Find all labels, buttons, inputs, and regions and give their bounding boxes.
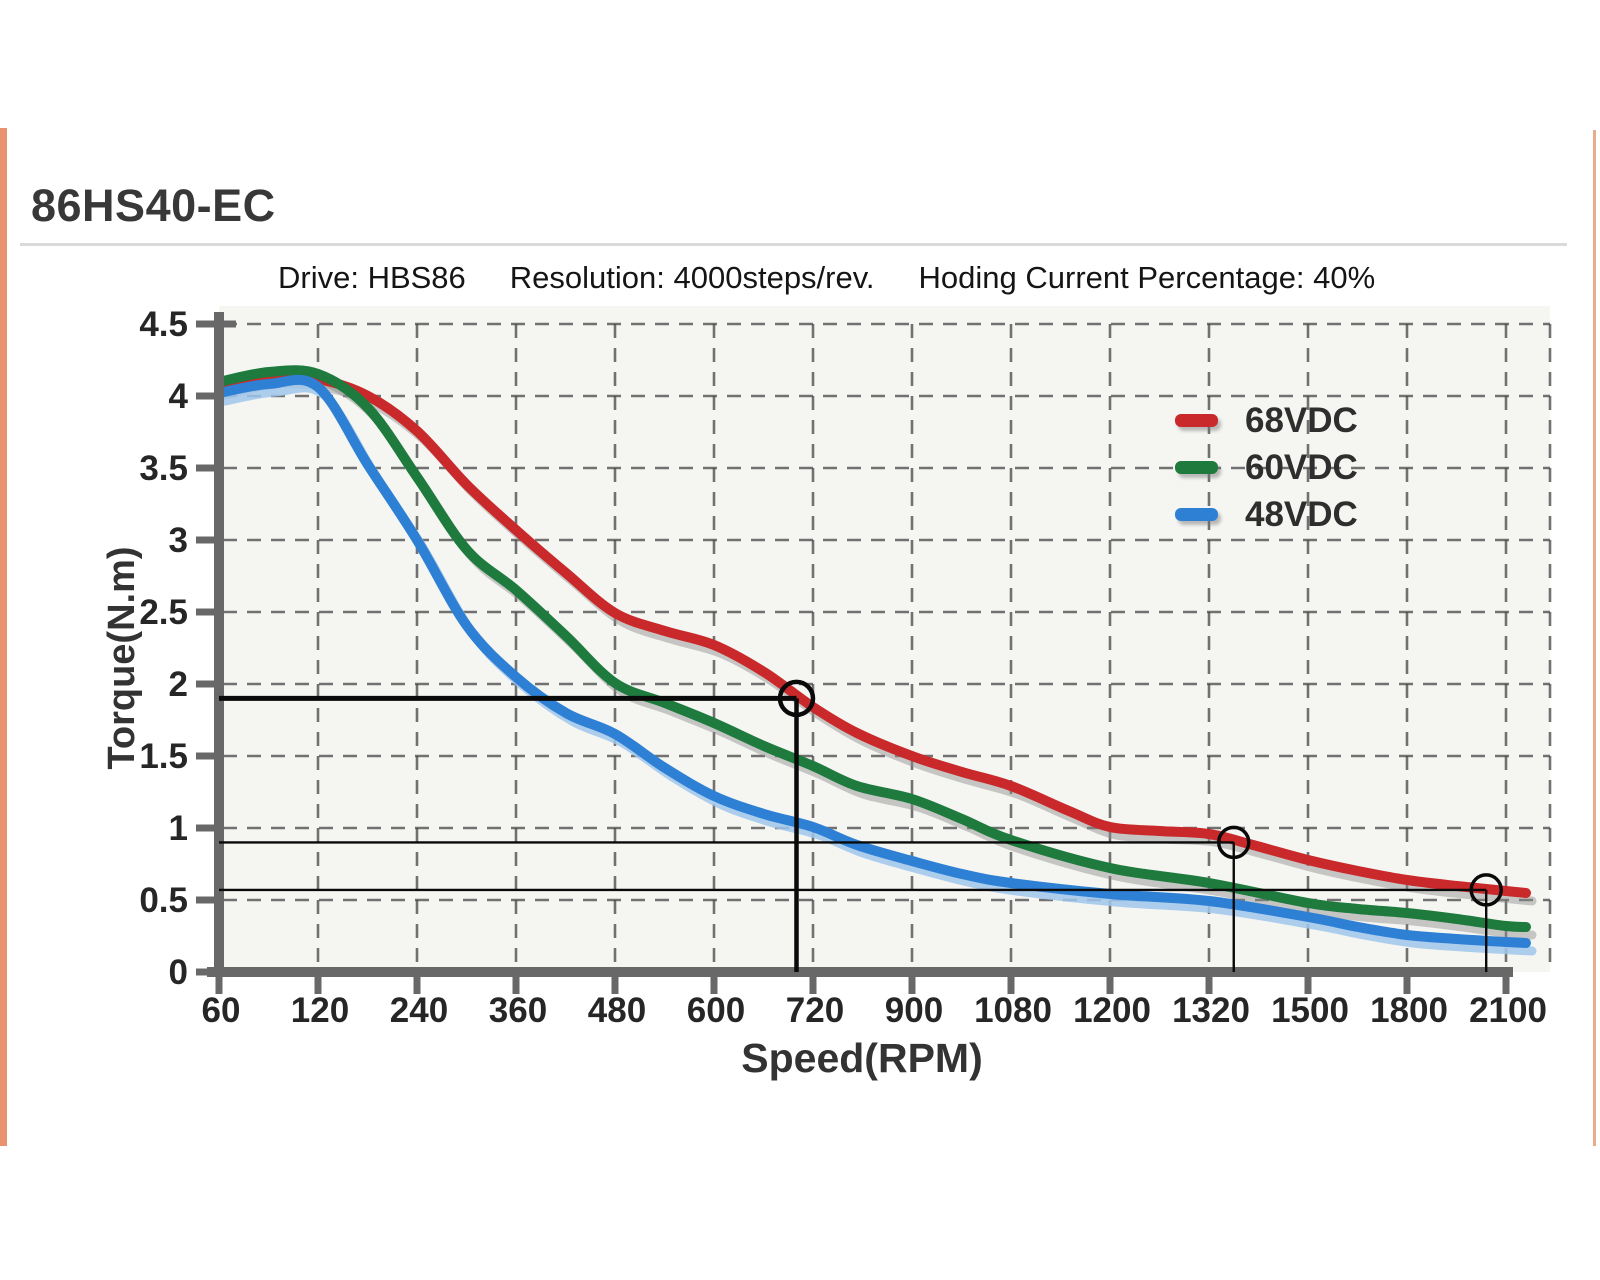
x-tick <box>611 977 619 994</box>
x-tick <box>1403 977 1411 994</box>
x-tick-label: 2100 <box>1469 991 1547 1030</box>
legend-label: 60VDC <box>1245 447 1358 487</box>
x-tick <box>1106 977 1114 994</box>
x-tick <box>512 977 520 994</box>
x-tick-label: 120 <box>291 991 349 1030</box>
y-tick-label: 0.5 <box>139 881 188 920</box>
legend-swatch-blue <box>1175 508 1218 521</box>
annotation-marker-circle <box>777 679 816 718</box>
x-tick <box>1304 977 1312 994</box>
y-tick-label: 3 <box>169 521 188 560</box>
y-tick <box>196 464 215 472</box>
curve-68VDC <box>214 370 1531 898</box>
x-tick <box>215 977 223 994</box>
chart-legend: 68VDC 60VDC 48VDC <box>1175 397 1358 538</box>
annotation-marker-circle <box>1217 825 1251 860</box>
subtitle-holding-current: Hoding Current Percentage: 40% <box>918 260 1376 295</box>
annotation-marker-circle <box>1469 873 1503 907</box>
x-tick <box>710 977 718 994</box>
y-tick-label: 2 <box>169 665 188 704</box>
legend-label: 68VDC <box>1245 400 1358 440</box>
x-tick-label: 1500 <box>1271 991 1349 1030</box>
y-tick <box>196 392 215 400</box>
y-tick <box>196 824 215 832</box>
legend-item-48vdc: 48VDC <box>1175 491 1358 538</box>
x-tick-label: 1080 <box>974 991 1052 1030</box>
y-tick <box>196 536 215 544</box>
x-tick-label: 480 <box>588 991 646 1030</box>
y-axis-spine <box>214 312 224 977</box>
page-left-accent-bar <box>0 128 7 1146</box>
y-tick-label: 1 <box>169 809 188 848</box>
x-tick-label: 360 <box>489 991 547 1030</box>
page-right-accent-line <box>1593 130 1596 1146</box>
y-tick-label: 0 <box>169 953 188 992</box>
legend-label: 48VDC <box>1245 494 1358 534</box>
y-tick-label: 2.5 <box>139 593 188 632</box>
subtitle-resolution: Resolution: 4000steps/rev. <box>509 260 875 295</box>
x-tick <box>908 977 916 994</box>
y-tick <box>196 608 215 616</box>
x-tick-label: 1800 <box>1370 991 1448 1030</box>
y-tick <box>196 968 215 976</box>
y-tick-label: 3.5 <box>139 449 188 488</box>
legend-swatch-green <box>1175 461 1218 474</box>
x-axis-spine <box>207 967 1513 977</box>
x-tick <box>413 977 421 994</box>
y-tick-label: 1.5 <box>139 737 188 776</box>
legend-item-68vdc: 68VDC <box>1175 397 1358 444</box>
x-tick-label: 720 <box>786 991 844 1030</box>
x-tick-label: 240 <box>390 991 448 1030</box>
y-tick <box>196 680 215 688</box>
curve-48VDC <box>214 374 1531 948</box>
y-tick <box>196 752 215 760</box>
page-title: 86HS40-EC <box>31 180 276 231</box>
y-tick <box>196 320 236 328</box>
x-tick <box>809 977 817 994</box>
x-tick <box>1205 977 1213 994</box>
x-tick <box>1007 977 1015 994</box>
x-tick-label: 60 <box>202 991 241 1030</box>
chart-subtitle: Drive: HBS86 Resolution: 4000steps/rev. … <box>278 260 1375 296</box>
x-tick-label: 1320 <box>1172 991 1250 1030</box>
x-axis-title: Speed(RPM) <box>741 1035 983 1081</box>
x-tick <box>1502 977 1510 994</box>
subtitle-drive: Drive: HBS86 <box>278 260 466 295</box>
y-tick-label: 4 <box>169 377 189 416</box>
x-tick-label: 600 <box>687 991 745 1030</box>
curve-60VDC <box>214 365 1531 932</box>
y-tick-label: 4.5 <box>139 305 188 344</box>
title-divider <box>20 243 1567 246</box>
y-tick <box>196 896 215 904</box>
x-tick-label: 1200 <box>1073 991 1151 1030</box>
x-tick-label: 900 <box>885 991 943 1030</box>
x-tick <box>314 977 322 994</box>
legend-swatch-red <box>1175 414 1218 427</box>
y-axis-title: Torque(N.m) <box>101 546 143 770</box>
legend-item-60vdc: 60VDC <box>1175 444 1358 491</box>
